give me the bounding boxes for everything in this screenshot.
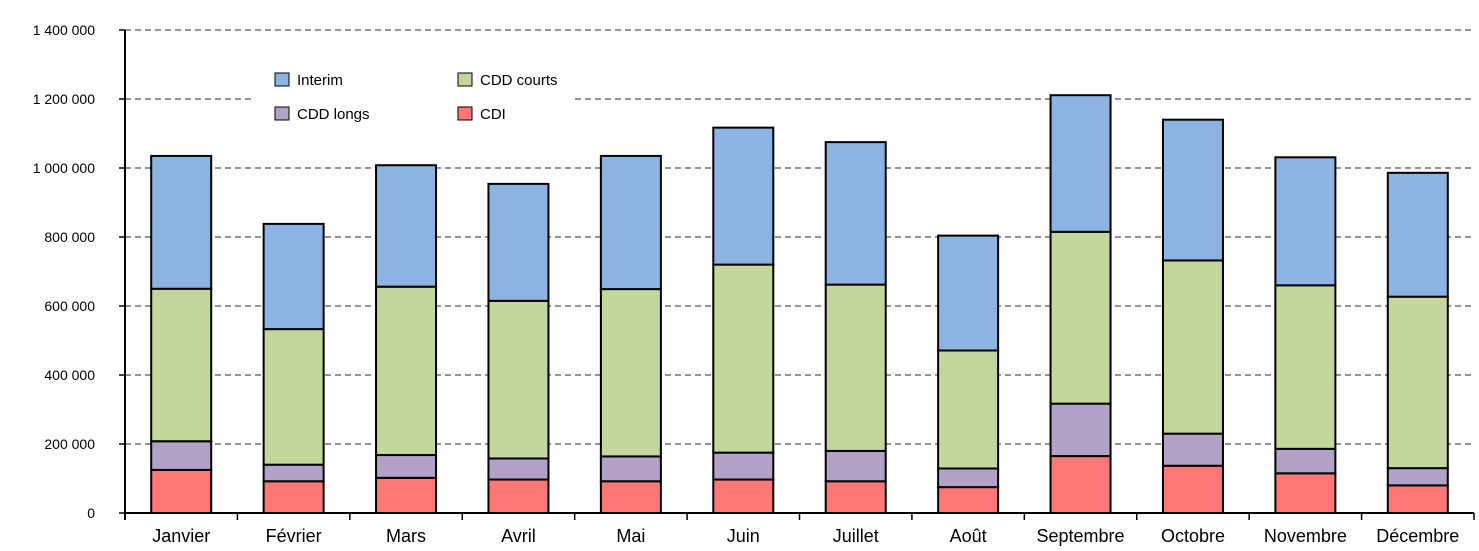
bar-segment bbox=[712, 126, 775, 266]
bar-segment bbox=[712, 478, 775, 515]
x-tick-label: Mars bbox=[386, 526, 426, 546]
y-tick-label: 1 000 000 bbox=[33, 160, 95, 176]
bar-segment bbox=[262, 480, 325, 515]
x-tick-label: Février bbox=[266, 526, 322, 546]
bar-segment bbox=[150, 154, 213, 290]
bar-segment bbox=[824, 141, 887, 286]
bar-segment bbox=[150, 468, 213, 514]
legend-label: CDD longs bbox=[297, 106, 370, 123]
x-tick-label: Novembre bbox=[1264, 526, 1347, 546]
x-tick-label: Juillet bbox=[833, 526, 879, 546]
bar-segment bbox=[150, 440, 213, 471]
legend-label: CDD courts bbox=[480, 72, 558, 89]
bar-segment bbox=[1274, 472, 1337, 515]
bar-segment bbox=[262, 463, 325, 483]
bar-segment bbox=[1386, 467, 1449, 487]
bar-segment bbox=[1386, 295, 1449, 470]
bar-segment bbox=[1049, 94, 1112, 233]
legend-swatch bbox=[274, 106, 290, 121]
legend: Interim CDD courts CDD longs CDI bbox=[255, 60, 575, 138]
bar-segment bbox=[262, 222, 325, 331]
bar-segment bbox=[1161, 464, 1224, 514]
legend-swatch bbox=[274, 72, 290, 87]
legend-label: CDI bbox=[480, 106, 506, 123]
bar-segment bbox=[599, 288, 662, 458]
bar-segment bbox=[1274, 284, 1337, 450]
y-tick-label: 200 000 bbox=[44, 436, 95, 452]
bar-segment bbox=[375, 164, 438, 288]
bar-segment bbox=[487, 478, 550, 515]
bar-segment bbox=[1161, 118, 1224, 262]
bar-segment bbox=[937, 486, 1000, 514]
bar-segment bbox=[712, 263, 775, 454]
bar-segment bbox=[150, 287, 213, 443]
x-tick-label: Août bbox=[950, 526, 987, 546]
y-tick-label: 600 000 bbox=[44, 298, 95, 314]
bar-segment bbox=[599, 455, 662, 483]
bar-segment bbox=[375, 454, 438, 479]
bar-segment bbox=[599, 154, 662, 291]
bar-segment bbox=[937, 349, 1000, 470]
bar-segment bbox=[712, 451, 775, 481]
y-tick-label: 1 200 000 bbox=[33, 91, 95, 107]
bar-segment bbox=[375, 476, 438, 514]
bar-segment bbox=[824, 480, 887, 515]
legend-label: Interim bbox=[297, 72, 343, 89]
bar-segment bbox=[1274, 156, 1337, 287]
bar-segment bbox=[1161, 259, 1224, 435]
legend-swatch bbox=[457, 106, 473, 121]
x-tick-label: Septembre bbox=[1037, 526, 1125, 546]
bars bbox=[150, 94, 1449, 515]
legend-swatch bbox=[457, 72, 473, 87]
axes: 0 200 000 400 000 600 000 800 000 1 000 000 1 … bbox=[33, 22, 1475, 546]
bar-segment bbox=[824, 449, 887, 483]
bar-segment bbox=[1386, 171, 1449, 298]
bar-segment bbox=[1274, 447, 1337, 475]
x-tick-label: Décembre bbox=[1376, 526, 1459, 546]
y-tick-label: 400 000 bbox=[44, 367, 95, 383]
bar-segment bbox=[1049, 455, 1112, 515]
bar-segment bbox=[1386, 484, 1449, 514]
bar-segment bbox=[262, 328, 325, 466]
y-tick-label: 800 000 bbox=[44, 229, 95, 245]
y-tick-label: 1 400 000 bbox=[33, 22, 95, 38]
bar-segment bbox=[599, 480, 662, 515]
bar-segment bbox=[487, 182, 550, 302]
x-tick-label: Octobre bbox=[1161, 526, 1225, 546]
x-tick-label: Janvier bbox=[152, 526, 210, 546]
bar-segment bbox=[824, 283, 887, 452]
legend-box bbox=[255, 60, 575, 138]
bar-segment bbox=[937, 467, 1000, 489]
x-tick-label: Mai bbox=[616, 526, 645, 546]
bar-segment bbox=[487, 457, 550, 481]
bar-segment bbox=[1049, 402, 1112, 458]
x-tick-label: Avril bbox=[501, 526, 536, 546]
bar-segment bbox=[375, 285, 438, 457]
y-tick-label: 0 bbox=[87, 505, 95, 521]
bar-segment bbox=[1161, 432, 1224, 467]
bar-segment bbox=[937, 234, 1000, 352]
bar-segment bbox=[487, 299, 550, 460]
bar-segment bbox=[1049, 230, 1112, 405]
x-tick-label: Juin bbox=[727, 526, 760, 546]
